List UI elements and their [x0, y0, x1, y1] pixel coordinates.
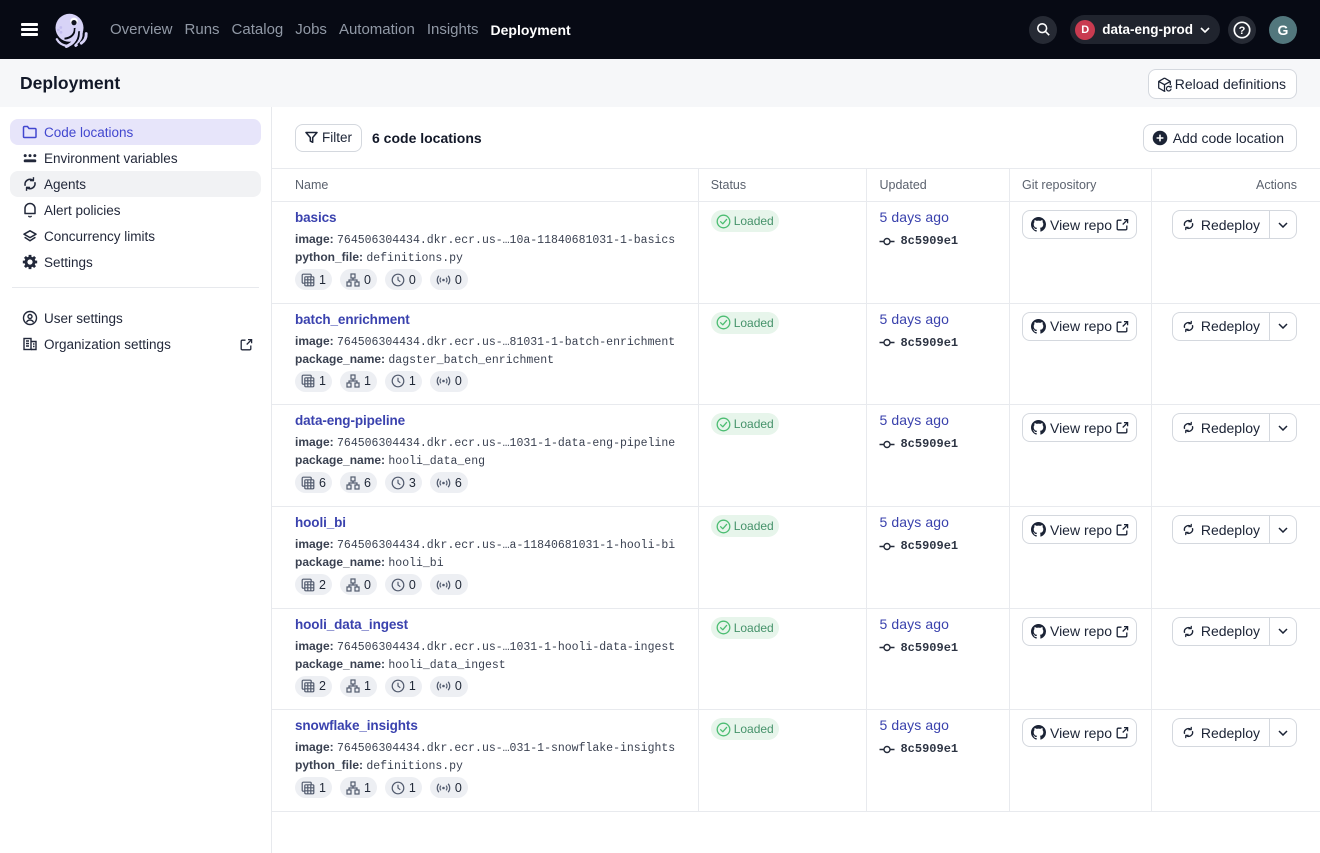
- svg-text:?: ?: [1239, 25, 1246, 37]
